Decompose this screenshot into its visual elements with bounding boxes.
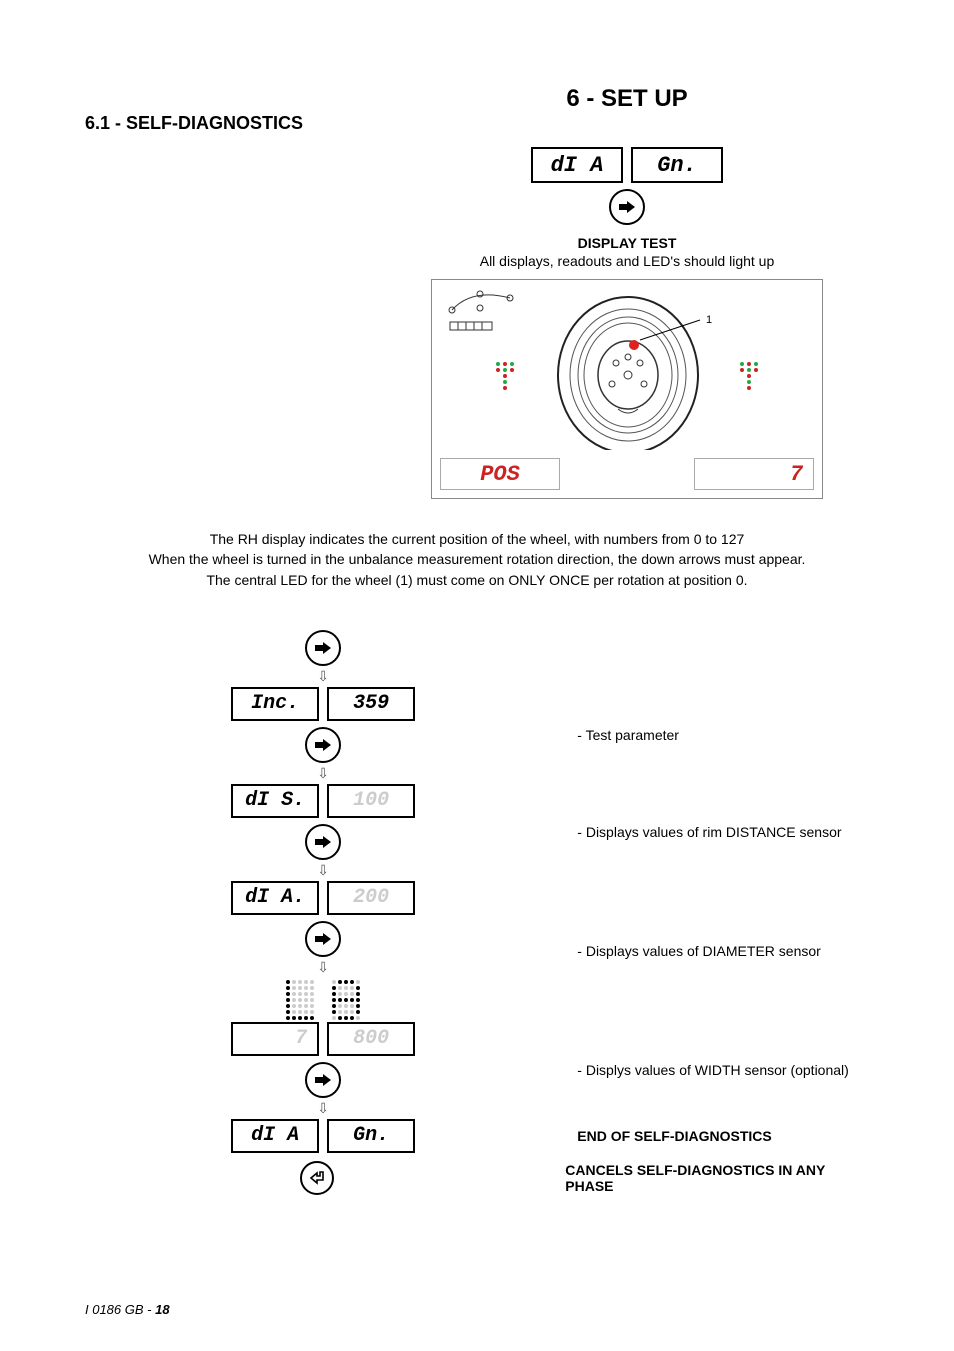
- down-arrow-icon: ⇩: [317, 862, 329, 879]
- seq-label: - Displays values of DIAMETER sensor: [561, 943, 869, 959]
- footer-page-number: 18: [155, 1302, 169, 1317]
- seq-label: - Displays values of rim DISTANCE sensor: [561, 824, 869, 840]
- seq-lcd-right: Gn.: [327, 1119, 415, 1153]
- display-test-text: All displays, readouts and LED's should …: [385, 253, 869, 269]
- position-value-readout: 7: [694, 458, 814, 490]
- seq-lcd-right: 200: [327, 881, 415, 915]
- down-arrow-icon: ⇩: [317, 668, 329, 685]
- body-line-3: The central LED for the wheel (1) must c…: [85, 570, 869, 590]
- seq-lcd-right: 100: [327, 784, 415, 818]
- page-footer: I 0186 GB - 18: [85, 1302, 170, 1317]
- cancel-text: CANCELS SELF-DIAGNOSTICS IN ANY PHASE: [549, 1162, 869, 1194]
- enter-button-icon: [305, 824, 341, 860]
- seq-lcd-left: 7: [231, 1022, 319, 1056]
- down-arrow-icon: ⇩: [317, 1100, 329, 1117]
- footer-doc: I 0186 GB -: [85, 1302, 155, 1317]
- seq-label: - Test parameter: [561, 727, 869, 743]
- arrow-dots-left: [496, 362, 514, 390]
- lcd-left: dI A: [531, 147, 623, 183]
- seq-lcd-left: dI A.: [231, 881, 319, 915]
- arrow-dots-right: [740, 362, 758, 390]
- page-title: 6 - SET UP: [385, 85, 869, 113]
- enter-button-icon: [305, 1062, 341, 1098]
- wheel-diagram: 1: [432, 280, 824, 450]
- seq-label: - Displys values of WIDTH sensor (option…: [561, 1062, 869, 1078]
- enter-button-icon: [609, 189, 645, 225]
- wheel-callout-1: 1: [706, 314, 712, 326]
- enter-button-icon: [305, 727, 341, 763]
- down-arrow-icon: ⇩: [317, 959, 329, 976]
- seq-lcd-right: 359: [327, 687, 415, 721]
- lcd-right: Gn.: [631, 147, 723, 183]
- dot-matrix-icon: [263, 978, 383, 1022]
- seq-lcd-left: Inc.: [231, 687, 319, 721]
- wheel-diagram-panel: 1 POS: [431, 279, 823, 499]
- enter-button-icon: [305, 630, 341, 666]
- enter-button-icon: [305, 921, 341, 957]
- display-test-heading: DISPLAY TEST: [385, 235, 869, 251]
- pos-readout: POS: [440, 458, 560, 490]
- down-arrow-icon: ⇩: [317, 765, 329, 782]
- sequence-diagram: ⇩ Inc. 359 ⇩ - Test parameter dI S. 100 …: [85, 624, 869, 1195]
- body-line-1: The RH display indicates the current pos…: [85, 529, 869, 549]
- seq-label-end: END OF SELF-DIAGNOSTICS: [561, 1128, 869, 1144]
- body-line-2: When the wheel is turned in the unbalanc…: [85, 549, 869, 569]
- section-heading: 6.1 - SELF-DIAGNOSTICS: [85, 113, 385, 134]
- seq-lcd-right: 800: [327, 1022, 415, 1056]
- body-paragraph: The RH display indicates the current pos…: [85, 529, 869, 590]
- top-lcd-pair: dI A Gn.: [531, 147, 723, 183]
- seq-lcd-left: dI S.: [231, 784, 319, 818]
- seq-lcd-left: dI A: [231, 1119, 319, 1153]
- cancel-button-icon: [300, 1161, 334, 1195]
